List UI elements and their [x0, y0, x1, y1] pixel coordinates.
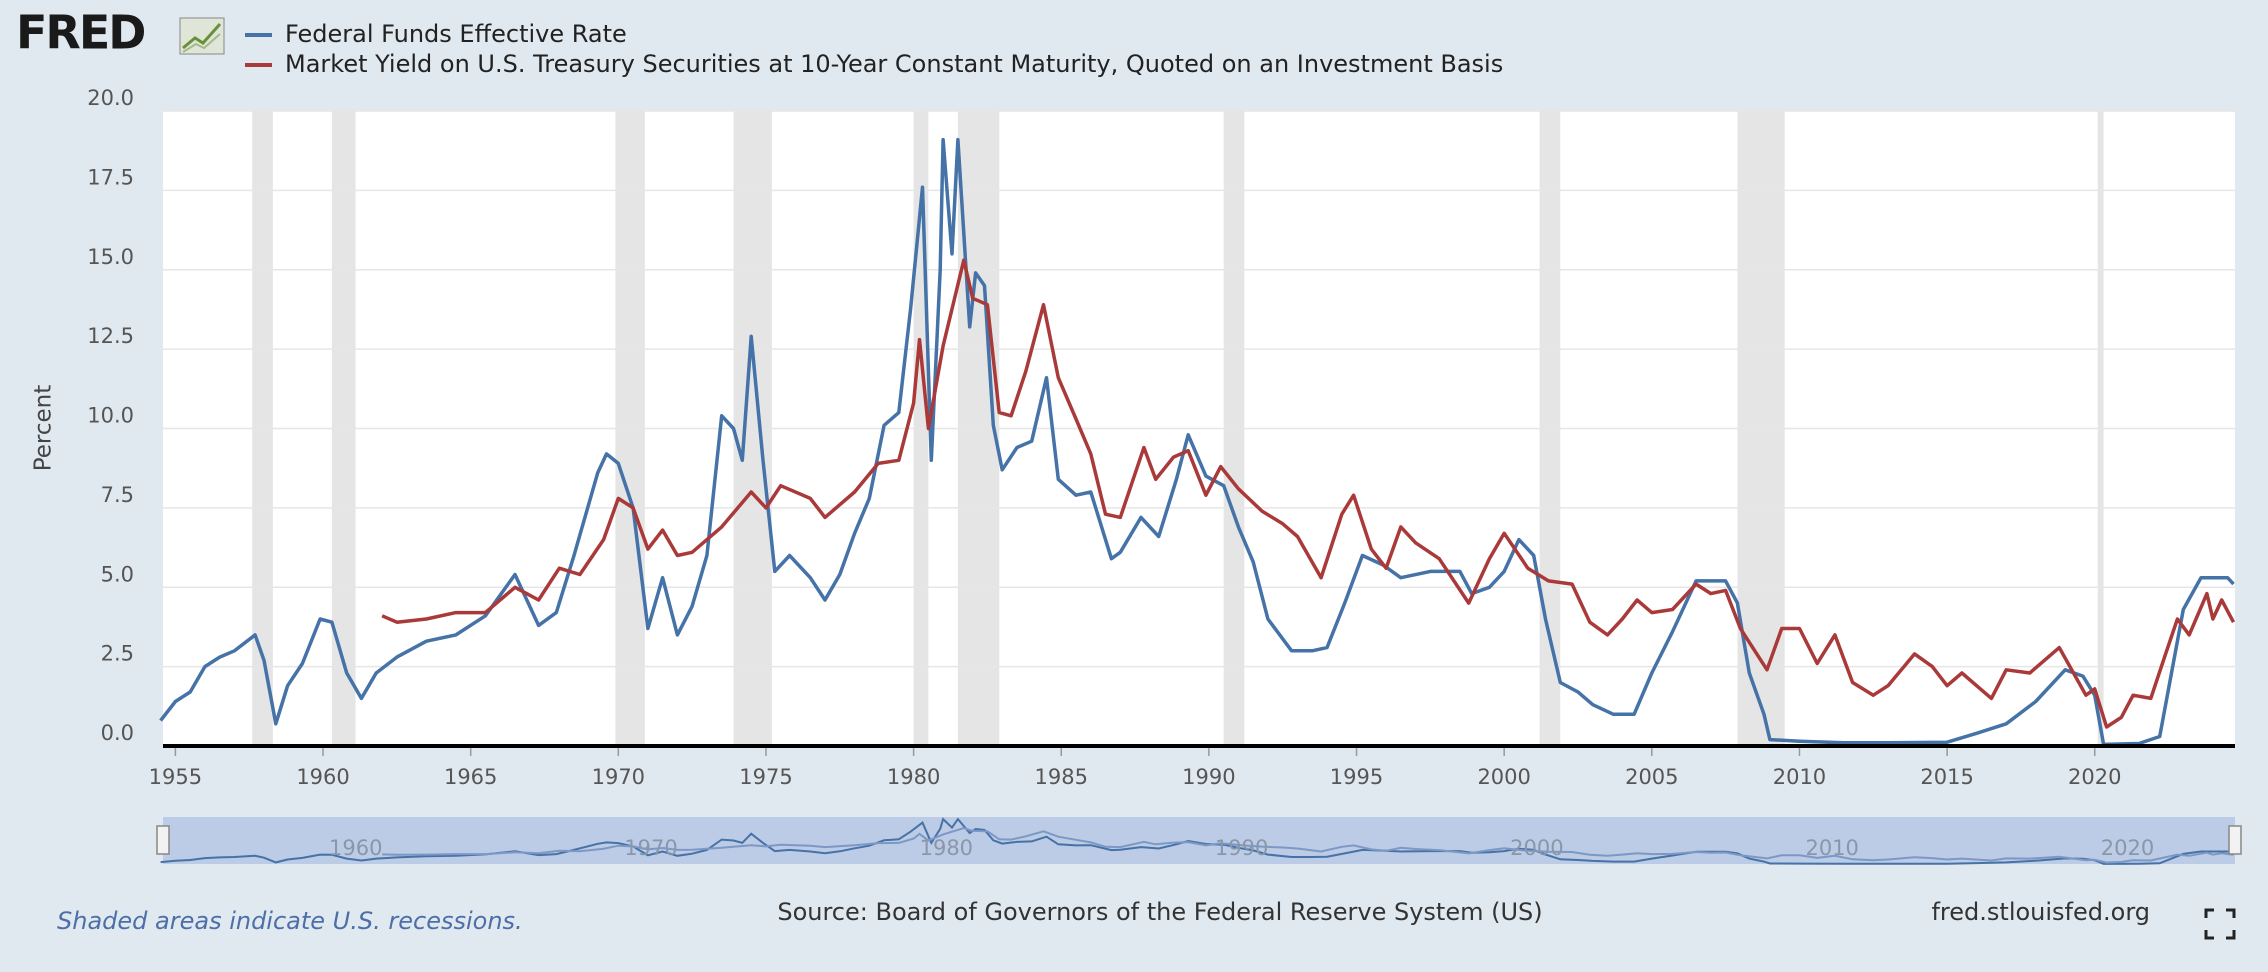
logo: FRED [16, 6, 144, 60]
y-tick-label: 2.5 [101, 642, 134, 666]
grid [163, 110, 2235, 747]
x-tick-label: 1970 [592, 765, 645, 789]
navigator: 1960 1970 1980 1990 2000 2010 2020 [156, 817, 2242, 865]
y-tick-label: 7.5 [101, 483, 134, 507]
y-axis-label: Percent [31, 385, 57, 472]
series-lines [159, 137, 2236, 747]
navigator-tick-label: 1990 [1215, 836, 1268, 860]
y-tick-label: 10.0 [87, 404, 134, 428]
x-tick-label: 1995 [1330, 765, 1383, 789]
y-tick-label: 17.5 [87, 165, 134, 189]
recession-note: Shaded areas indicate U.S. recessions. [57, 907, 523, 935]
legend-label: Market Yield on U.S. Treasury Securities… [285, 50, 1503, 78]
series-line [159, 137, 2235, 747]
logo-icon [179, 17, 225, 55]
legend-label: Federal Funds Effective Rate [285, 20, 627, 48]
y-tick-label: 5.0 [101, 562, 134, 586]
x-tick-label: 2015 [1920, 765, 1973, 789]
x-tick-label: 2005 [1625, 765, 1678, 789]
navigator-tick-label: 2000 [1510, 836, 1563, 860]
navigator-tick-label: 1970 [624, 836, 677, 860]
x-tick-label: 1965 [444, 765, 497, 789]
x-tick-label: 1955 [149, 765, 202, 789]
navigator-bg [163, 817, 2235, 864]
y-tick-label: 12.5 [87, 324, 134, 348]
url: fred.stlouisfed.org [1931, 898, 2150, 926]
source: Source: Board of Governors of the Federa… [777, 898, 1542, 926]
x-tick-label: 1975 [739, 765, 792, 789]
navigator-tick-label: 1980 [920, 836, 973, 860]
navigator-tick-label: 1960 [329, 836, 382, 860]
x-tick-label: 1980 [887, 765, 940, 789]
fullscreen-button[interactable] [2204, 908, 2236, 940]
series-line [381, 258, 2236, 729]
x-tick-label: 2000 [1477, 765, 1530, 789]
x-tick-label: 1990 [1182, 765, 1235, 789]
x-tick-label: 2010 [1773, 765, 1826, 789]
navigator-tick-label: 2020 [2101, 836, 2154, 860]
x-tick-label: 1985 [1035, 765, 1088, 789]
navigator-tick-label: 2010 [1805, 836, 1858, 860]
y-tick-label: 20.0 [87, 86, 134, 110]
navigator-handle[interactable] [2228, 825, 2242, 855]
x-tick-label: 2020 [2068, 765, 2121, 789]
navigator-handle[interactable] [156, 825, 170, 855]
x-tick-label: 1960 [296, 765, 349, 789]
y-tick-label: 15.0 [87, 245, 134, 269]
y-tick-label: 0.0 [101, 721, 134, 745]
navigator-line [382, 826, 2234, 864]
